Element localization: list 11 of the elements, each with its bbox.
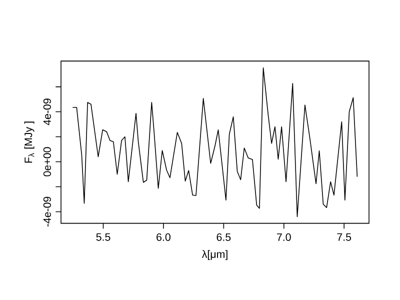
x-tick-label: 7.0 xyxy=(277,233,291,241)
line-series xyxy=(72,67,358,218)
y-tick-label: 0e+00 xyxy=(43,147,51,176)
y-tick-label: -4e-09 xyxy=(43,196,51,227)
y-axis-title: F$_{λ}$ [MJy ] xyxy=(24,122,34,163)
x-tick-label: 5.5 xyxy=(96,233,110,241)
x-tick-label: 6.5 xyxy=(216,233,231,241)
y-tick-label: 4e-09 xyxy=(43,98,51,126)
x-tick-label: 6.0 xyxy=(156,233,170,241)
x-axis-title: λ[μm] xyxy=(202,250,228,260)
x-tick-label: 7.5 xyxy=(337,233,352,241)
